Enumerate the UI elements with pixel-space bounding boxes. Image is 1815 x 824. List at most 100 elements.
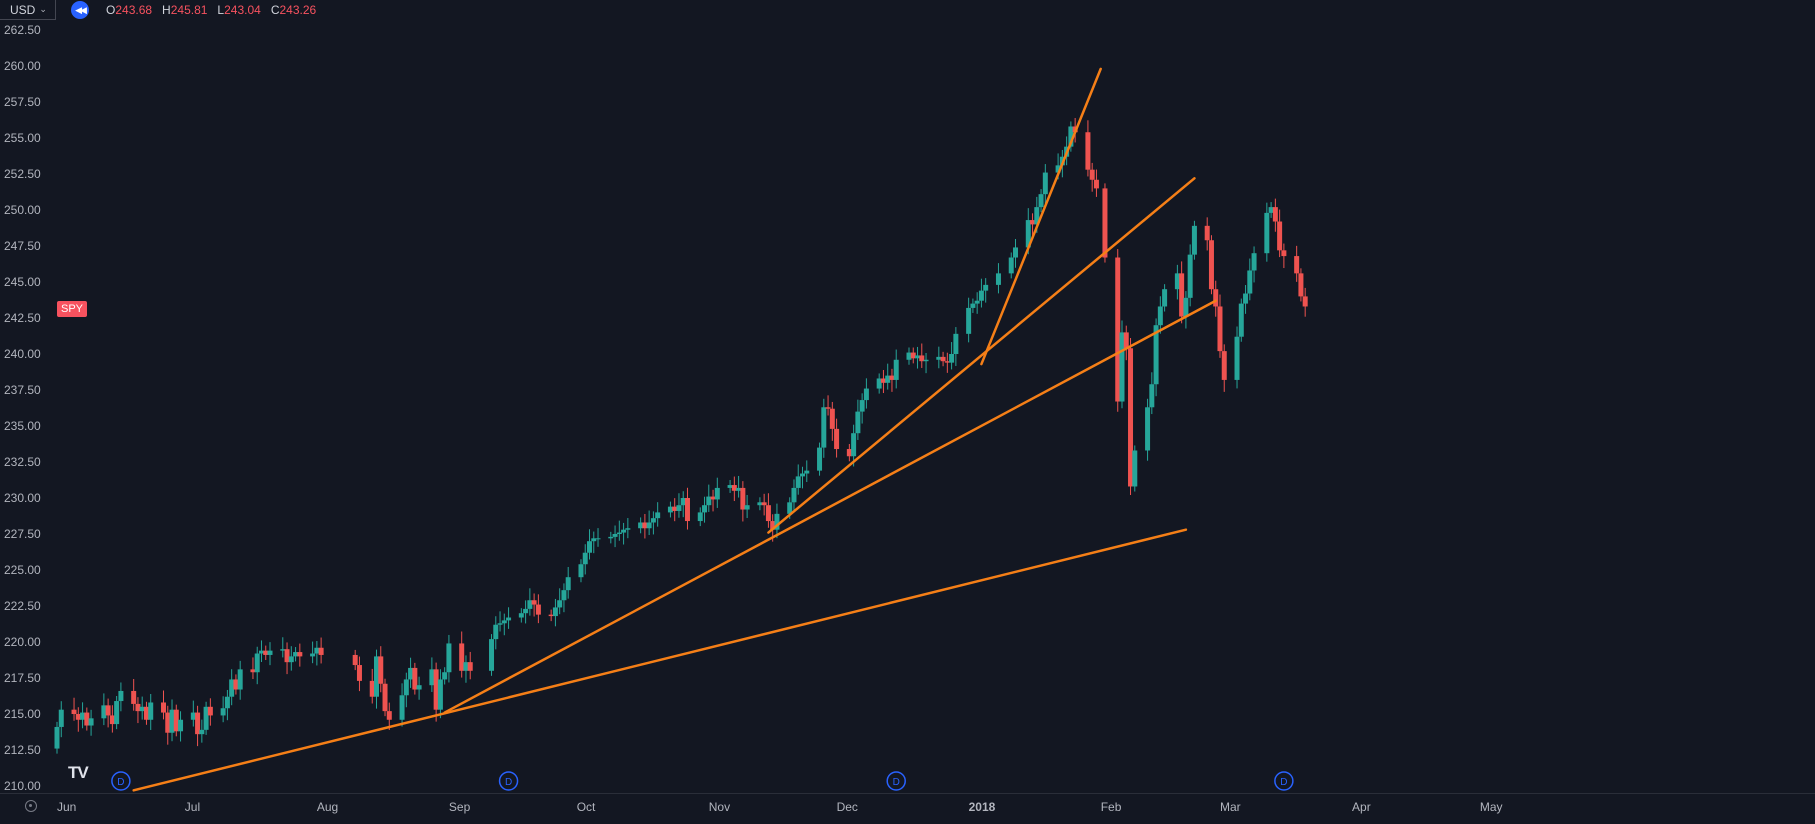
- candle-body: [1132, 450, 1138, 487]
- candle-body: [1281, 250, 1287, 257]
- candle-body: [1302, 296, 1308, 307]
- trendline: [767, 177, 1196, 534]
- candle-body: [433, 669, 439, 710]
- candle-body: [523, 608, 529, 614]
- candle-body: [1042, 172, 1048, 195]
- candle-body: [109, 715, 115, 725]
- candle-body: [667, 506, 673, 513]
- candle-body: [467, 662, 473, 671]
- candle-body: [535, 604, 541, 615]
- trendline-group[interactable]: [132, 67, 1217, 792]
- candle-body: [220, 708, 226, 716]
- candle-body: [54, 726, 60, 749]
- candle-body: [139, 706, 145, 712]
- time-axis[interactable]: Jun Jul Aug Sep Oct Nov Dec 2018 Feb Mar Apr May: [57, 800, 1503, 814]
- rewind-icon[interactable]: ◀◀: [71, 1, 89, 19]
- candle-body: [178, 719, 184, 732]
- candle-body: [84, 712, 90, 726]
- candle-body: [280, 649, 286, 651]
- candle-body: [800, 473, 805, 477]
- price-tick-label: 217.50: [4, 671, 41, 685]
- candle-body: [915, 355, 921, 359]
- candle-body: [880, 378, 886, 383]
- candle-body: [203, 706, 209, 730]
- candle-body: [1264, 212, 1270, 254]
- time-tick-label: Dec: [837, 800, 858, 814]
- candle-body: [906, 352, 912, 360]
- candle-body: [744, 505, 750, 510]
- candle-body: [821, 407, 827, 448]
- candle-body: [1191, 225, 1197, 255]
- candle-body: [1013, 247, 1018, 258]
- candle-body: [851, 433, 857, 457]
- candle-body: [1251, 253, 1257, 271]
- candle-body: [855, 411, 861, 434]
- candle-body: [676, 505, 682, 511]
- candle-body: [382, 683, 388, 712]
- candle-body: [970, 303, 976, 308]
- time-tick-label: Sep: [449, 800, 471, 814]
- settings-icon[interactable]: [25, 800, 37, 812]
- price-tick-label: 227.50: [4, 527, 41, 541]
- candle-body: [978, 290, 984, 301]
- candle-body: [254, 653, 260, 673]
- trendline: [980, 67, 1102, 366]
- candle-body: [114, 701, 120, 725]
- candle-body: [408, 667, 414, 680]
- candle-body: [1238, 303, 1244, 337]
- candle-body: [578, 564, 584, 578]
- candle-body: [161, 702, 166, 713]
- candle-body: [224, 696, 230, 709]
- dividend-marker: [498, 771, 519, 791]
- candle-body: [825, 407, 831, 409]
- currency-selector[interactable]: USD ⌄: [0, 0, 56, 20]
- candle-body: [684, 498, 690, 522]
- candle-body: [165, 712, 171, 733]
- price-tick-label: 257.50: [4, 95, 41, 109]
- candle-body: [710, 496, 716, 500]
- candle-body: [774, 513, 780, 530]
- candle-body: [237, 669, 243, 690]
- candle-body: [143, 706, 149, 720]
- price-axis[interactable]: 262.50 260.00 257.50 255.00 252.50 250.00 247.…: [4, 23, 41, 793]
- chevron-down-icon: ⌄: [39, 4, 47, 14]
- candle-body: [318, 647, 324, 655]
- candle-body: [403, 679, 409, 696]
- price-tick-label: 220.00: [4, 635, 41, 649]
- candle-body: [953, 333, 959, 354]
- candle-body: [642, 522, 648, 529]
- candle-body: [250, 669, 256, 673]
- dividend-marker-label: D: [893, 777, 900, 788]
- candle-body: [131, 690, 137, 704]
- candle-body: [889, 375, 895, 380]
- candle-body: [795, 476, 801, 488]
- tradingview-logo[interactable]: TV: [68, 763, 89, 782]
- time-tick-label: Jul: [185, 800, 200, 814]
- candle-body: [910, 352, 916, 359]
- candle-body: [1221, 351, 1227, 380]
- candle-body: [1187, 254, 1193, 298]
- price-tick-label: 237.50: [4, 383, 41, 397]
- candle-body: [995, 273, 1001, 285]
- candle-body: [740, 487, 746, 510]
- price-tick-label: 255.00: [4, 131, 41, 145]
- candle-body: [548, 614, 554, 617]
- candle-body: [638, 522, 644, 529]
- dividend-marker: [111, 771, 131, 791]
- candle-body: [612, 534, 618, 537]
- candle-body: [356, 665, 362, 681]
- candle-body: [736, 487, 742, 491]
- candle-body: [616, 532, 622, 534]
- candle-body: [1008, 257, 1014, 274]
- price-tick-label: 242.50: [4, 311, 41, 325]
- price-tick-label: 212.50: [4, 743, 41, 757]
- candle-body: [702, 505, 708, 513]
- candle-body: [919, 355, 925, 362]
- candle-body: [493, 624, 499, 640]
- symbol-tag[interactable]: SPY: [57, 301, 88, 317]
- candle-body: [459, 643, 465, 671]
- price-tick-label: 262.50: [4, 23, 41, 37]
